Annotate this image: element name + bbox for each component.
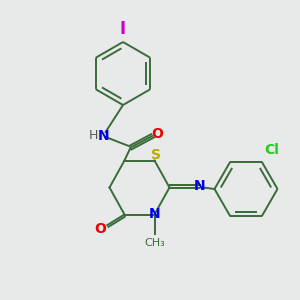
Text: CH₃: CH₃ [144,238,165,248]
Text: N: N [194,179,205,193]
Text: H: H [88,129,98,142]
Text: Cl: Cl [264,143,279,157]
Text: O: O [152,127,164,141]
Text: S: S [151,148,161,162]
Text: N: N [149,208,160,221]
Text: N: N [98,129,109,142]
Text: I: I [120,20,126,38]
Text: O: O [94,222,106,236]
